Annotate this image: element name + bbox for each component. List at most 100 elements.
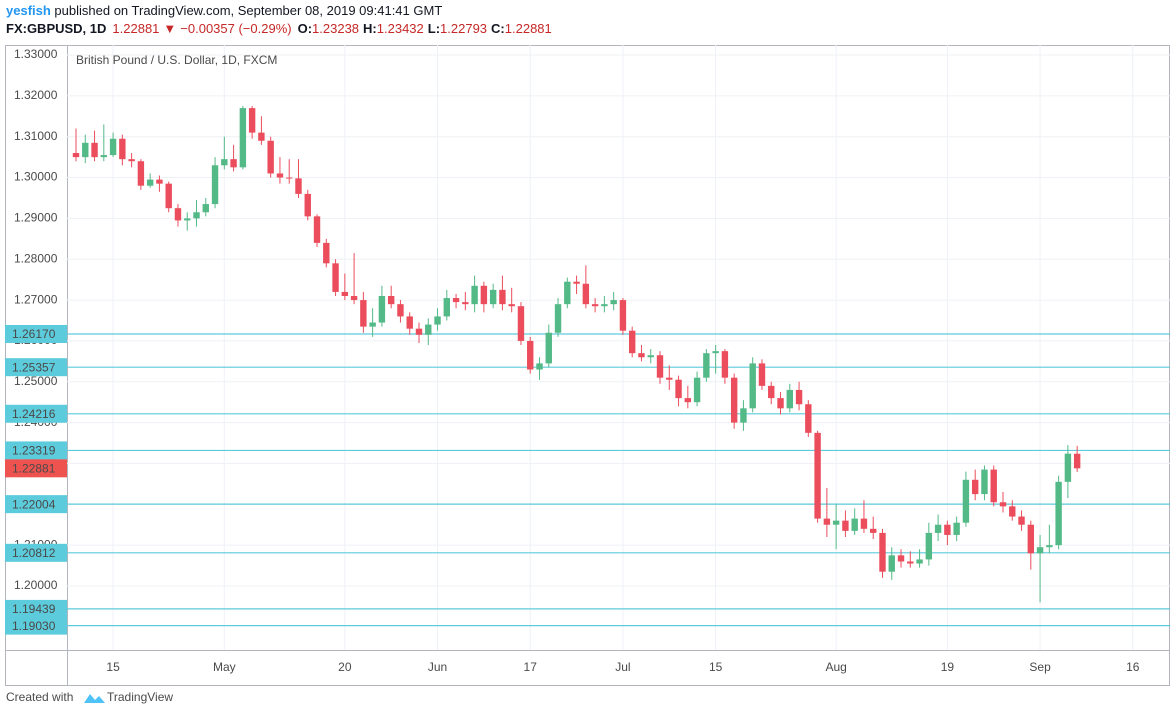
candle-body [434, 316, 441, 325]
frame [5, 45, 1170, 686]
y-tick-label: 1.32000 [14, 88, 58, 102]
footer-brand: TradingView [107, 690, 173, 704]
candle-body [1009, 506, 1016, 517]
change: −0.00357 (−0.29%) [180, 21, 291, 36]
c: 1.22881 [505, 21, 552, 36]
candle-body [174, 208, 182, 221]
candle-body [202, 204, 209, 213]
candle-body [360, 300, 367, 327]
candle-body [758, 363, 766, 386]
candle-body [304, 193, 311, 217]
candle-body [786, 389, 793, 409]
candle-body [619, 300, 627, 331]
candle-body [480, 285, 488, 305]
candle-body [916, 559, 923, 564]
x-tick-label: 17 [524, 660, 538, 674]
candle-body [221, 159, 228, 166]
candle-body [721, 351, 729, 378]
candle-body [295, 178, 302, 194]
c-label: C: [491, 21, 505, 36]
level-box [5, 599, 67, 618]
candle-body [990, 469, 997, 503]
level-box [5, 495, 67, 514]
candle-body [573, 281, 580, 284]
y-tick-label: 1.33000 [14, 47, 58, 61]
candle-body [999, 502, 1007, 507]
candle-body [286, 177, 293, 179]
header-line-2: FX:GBPUSD, 1D 1.22881 ▼ −0.00357 (−0.29%) O:… [6, 21, 552, 36]
level-box [5, 543, 67, 562]
grid [67, 45, 1170, 650]
candle-body [1027, 524, 1035, 554]
candle-body [184, 218, 191, 221]
x-tick-label: 15 [106, 660, 120, 674]
candle-body [452, 298, 460, 303]
candle-body [527, 340, 534, 370]
candle-body [489, 289, 497, 305]
arrow: ▼ [163, 21, 176, 36]
y-tick-label: 1.31000 [14, 129, 58, 143]
x-tick-label: May [213, 660, 236, 674]
candle-body [72, 153, 80, 158]
x-tick-label: Sep [1029, 660, 1051, 674]
candle-body [860, 518, 868, 529]
y-tick-label: 1.29000 [14, 211, 58, 225]
candle-body [1018, 516, 1025, 525]
candle-body [378, 295, 386, 323]
logo [84, 694, 105, 703]
candle-body [517, 306, 525, 341]
candle-body [564, 281, 571, 305]
x-tick-label: Aug [825, 660, 846, 674]
candle-body [870, 528, 877, 533]
y-tick-label: 1.27000 [14, 292, 58, 306]
candle-body [341, 291, 349, 296]
level-label: 1.19030 [12, 619, 56, 633]
candle-body [425, 324, 432, 335]
level-box [5, 358, 67, 377]
candle-body [471, 285, 478, 305]
candle-body [962, 479, 970, 523]
candle-body [879, 532, 886, 572]
candle-body [740, 408, 747, 423]
candle-body [508, 304, 515, 307]
level-label: 1.25357 [12, 360, 56, 374]
candle-body [675, 379, 682, 399]
levels [67, 333, 1170, 627]
candle-body [814, 432, 821, 519]
candle-body [897, 555, 905, 562]
candle-body [119, 138, 126, 160]
level-label: 1.23319 [12, 444, 56, 458]
candle-body [156, 179, 163, 184]
l-label: L: [428, 21, 440, 36]
x-tick-label: Jul [615, 660, 630, 674]
candle-body [823, 518, 831, 525]
level-label: 1.19439 [12, 602, 56, 616]
level-label: 1.20812 [12, 546, 56, 560]
candle-body [406, 316, 413, 329]
candle-body [851, 518, 858, 531]
level-box [5, 324, 67, 343]
x-tick-label: 20 [338, 660, 352, 674]
candle-body [582, 283, 590, 305]
candle-body [239, 108, 247, 168]
level-box [5, 441, 67, 460]
candle-body [730, 377, 738, 423]
candle-body [313, 216, 321, 243]
candle-body [165, 183, 172, 209]
candle-body [749, 363, 756, 409]
candle-body [591, 304, 599, 307]
x-tick-label: Jun [428, 660, 447, 674]
y-tick-label: 1.28000 [14, 251, 58, 265]
last-price-box [5, 459, 67, 478]
candle-body [601, 304, 608, 307]
candle-body [82, 142, 89, 158]
candle-body [1064, 453, 1072, 482]
candle-body [953, 522, 960, 535]
symbol: FX:GBPUSD, 1D [6, 21, 106, 36]
candle-body [545, 332, 552, 364]
candle-body [768, 385, 775, 399]
candle-body [647, 355, 654, 358]
l: 1.22793 [440, 21, 487, 36]
author: yesfish [6, 3, 51, 18]
x-tick-label: 19 [941, 660, 955, 674]
